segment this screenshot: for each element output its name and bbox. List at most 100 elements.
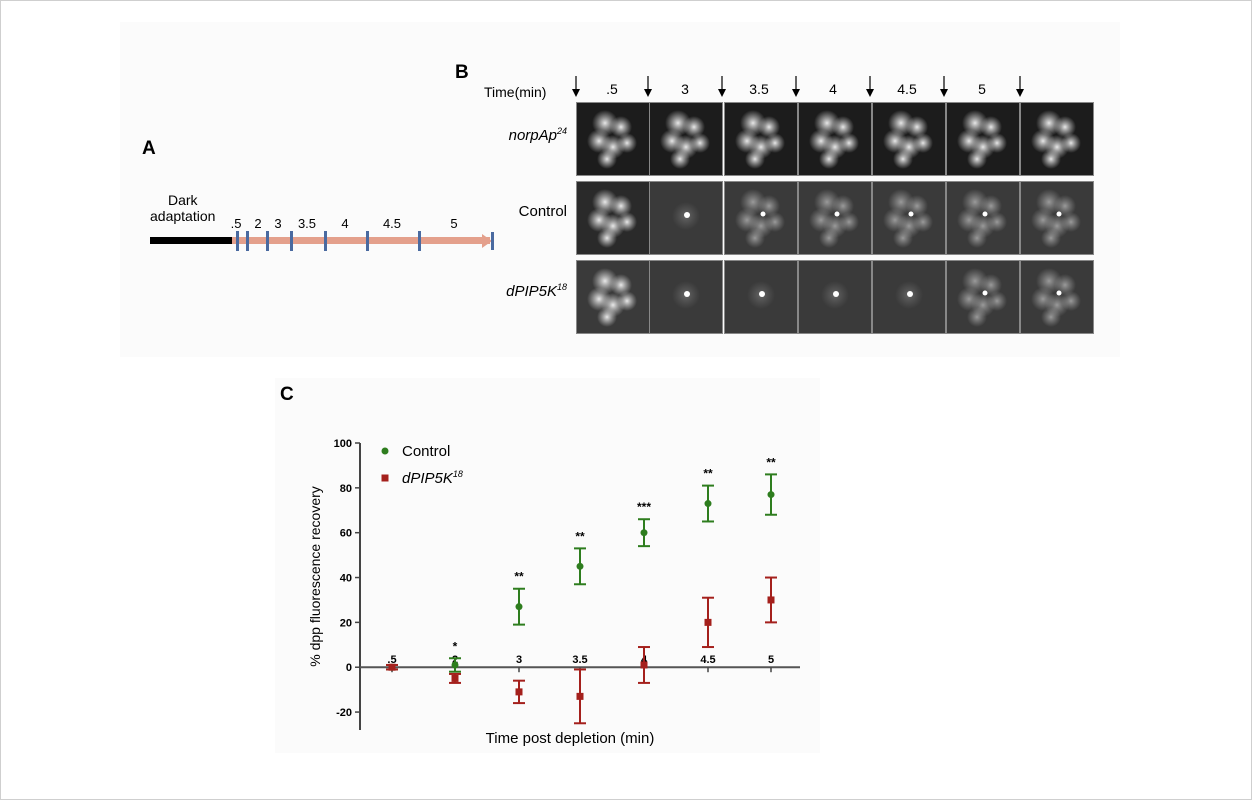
microscopy-image xyxy=(872,260,946,334)
microscopy-image xyxy=(946,181,1020,255)
timeline-mark xyxy=(324,231,327,251)
down-arrow-icon xyxy=(572,76,580,97)
significance-marker: ** xyxy=(575,529,585,543)
row-label: Control xyxy=(457,203,567,220)
down-arrow-icon xyxy=(1016,76,1024,97)
data-point xyxy=(640,661,648,669)
x-tick-label: 3 xyxy=(516,654,522,666)
y-tick-label: 0 xyxy=(346,662,352,674)
microscopy-image xyxy=(576,102,650,176)
timeline-mark xyxy=(236,231,239,251)
microscopy-image xyxy=(1020,260,1094,334)
microscopy-image xyxy=(946,260,1020,334)
time-axis-label: Time(min) xyxy=(484,84,547,100)
timeline-label: 2 xyxy=(254,216,262,231)
dark-label-line2: adaptation xyxy=(150,208,216,224)
time-label: 4.5 xyxy=(897,81,917,97)
significance-marker: ** xyxy=(514,570,524,584)
data-point xyxy=(576,692,584,700)
y-tick-label: 40 xyxy=(340,573,352,585)
microscopy-image xyxy=(872,102,946,176)
time-label: 5 xyxy=(978,81,986,97)
data-point xyxy=(704,618,712,626)
microscopy-image xyxy=(724,181,798,255)
panel-a-letter: A xyxy=(142,138,156,159)
dark-adaptation-bar xyxy=(150,237,232,244)
timeline-label: 3.5 xyxy=(297,216,317,231)
microscopy-image xyxy=(649,181,723,255)
microscopy-image xyxy=(649,260,723,334)
timeline-mark xyxy=(290,231,293,251)
microscopy-image xyxy=(1020,102,1094,176)
x-tick-label: 5 xyxy=(768,654,774,666)
data-point xyxy=(640,529,648,537)
time-label: .5 xyxy=(606,81,618,97)
data-point xyxy=(704,500,712,508)
time-label: 4 xyxy=(829,81,837,97)
timeline-mark xyxy=(366,231,369,251)
row-label: dPIP5K18 xyxy=(457,282,567,300)
timeline-arrow-icon xyxy=(482,232,494,250)
timeline-label: 3 xyxy=(274,216,282,231)
significance-marker: ** xyxy=(766,455,776,469)
data-point xyxy=(767,491,775,499)
timeline-label: 5 xyxy=(450,216,458,231)
microscopy-image xyxy=(946,102,1020,176)
time-label: 3.5 xyxy=(749,81,769,97)
data-point xyxy=(576,562,584,570)
dark-label-line1: Dark xyxy=(168,192,198,208)
legend-marker xyxy=(381,447,389,455)
y-axis-title: % dpp fluorescence recovery xyxy=(307,486,323,667)
row-label-text: norpAp xyxy=(508,127,557,144)
microscopy-image xyxy=(798,260,872,334)
data-point xyxy=(451,674,459,682)
legend-label: dPIP5K18 xyxy=(402,469,463,487)
microscopy-image xyxy=(798,181,872,255)
down-arrow-icon xyxy=(866,76,874,97)
panel-c-letter: C xyxy=(280,384,294,405)
microscopy-image xyxy=(798,102,872,176)
microscopy-image xyxy=(649,102,723,176)
y-tick-label: -20 xyxy=(336,707,352,719)
down-arrow-icon xyxy=(718,76,726,97)
microscopy-image xyxy=(1020,181,1094,255)
y-tick-label: 60 xyxy=(340,528,352,540)
row-label: norpAp24 xyxy=(457,126,567,144)
data-point xyxy=(515,688,523,696)
legend-superscript: 18 xyxy=(453,469,463,479)
y-tick-label: 20 xyxy=(340,617,352,629)
down-arrow-icon xyxy=(792,76,800,97)
data-point xyxy=(515,603,523,611)
microscopy-image xyxy=(872,181,946,255)
time-label: 3 xyxy=(681,81,689,97)
light-exposure-bar xyxy=(232,237,490,244)
timeline-label: .5 xyxy=(230,216,242,231)
row-label-text: dPIP5K xyxy=(506,283,557,300)
down-arrow-icon xyxy=(644,76,652,97)
data-point xyxy=(767,596,775,604)
legend-label: Control xyxy=(402,443,450,460)
significance-marker: ** xyxy=(703,467,713,481)
y-tick-label: 100 xyxy=(334,438,352,450)
x-tick-label: .5 xyxy=(387,654,396,666)
x-tick-label: 4.5 xyxy=(700,654,715,666)
row-label-superscript: 24 xyxy=(556,126,567,136)
y-tick-label: 80 xyxy=(340,483,352,495)
down-arrow-icon xyxy=(940,76,948,97)
significance-marker: *** xyxy=(637,500,651,514)
panel-c-background xyxy=(275,378,820,753)
timeline-label: 4 xyxy=(341,216,349,231)
timeline-mark xyxy=(418,231,421,251)
legend-marker xyxy=(381,474,389,482)
timeline-mark xyxy=(246,231,249,251)
microscopy-image xyxy=(724,102,798,176)
timeline-mark xyxy=(266,231,269,251)
row-label-superscript: 18 xyxy=(556,282,567,292)
panel-b-letter: B xyxy=(455,62,469,83)
significance-marker: * xyxy=(453,639,458,653)
row-label-text: Control xyxy=(518,203,567,220)
x-tick-label: 3.5 xyxy=(572,654,587,666)
data-point xyxy=(451,661,459,669)
data-point xyxy=(388,663,396,671)
